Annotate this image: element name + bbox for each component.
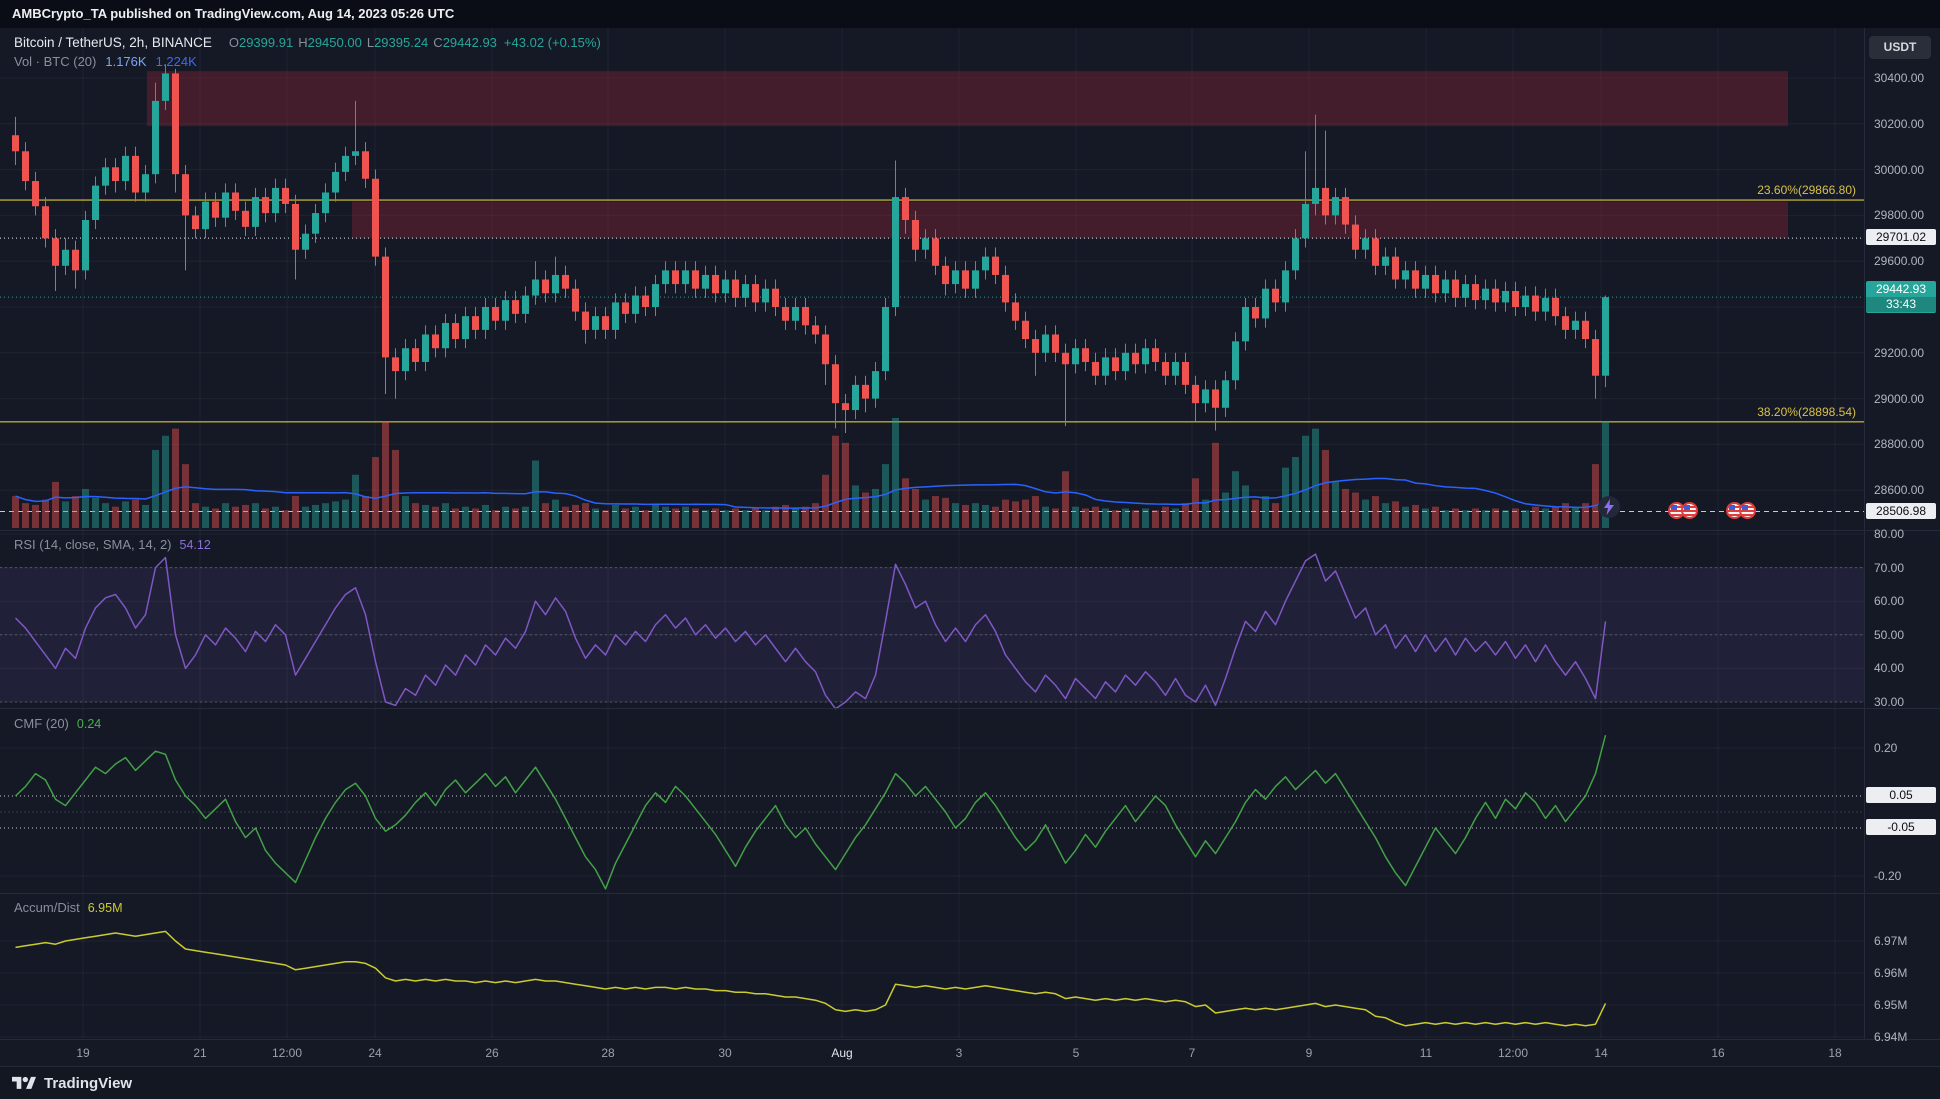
axis-label: 40.00 — [1874, 661, 1905, 676]
attribution-text: AMBCrypto_TA published on TradingView.co… — [12, 6, 455, 21]
symbol-legend-row: Bitcoin / TetherUS, 2h, BINANCE O29399.91… — [14, 33, 601, 52]
axis-label: 6.95M — [1874, 998, 1908, 1012]
level-29701-badge: 29701.02 — [1866, 229, 1936, 246]
cmf-legend-label[interactable]: CMF (20) — [14, 716, 69, 731]
volume-legend-label[interactable]: Vol · BTC (20) — [14, 54, 97, 69]
time-axis-label: 18 — [1828, 1046, 1842, 1060]
axis-label: 6.97M — [1874, 934, 1908, 948]
axis-label: 29600.00 — [1874, 254, 1925, 269]
lightning-icon[interactable] — [1598, 496, 1620, 518]
pane-divider[interactable] — [0, 708, 1940, 709]
time-axis-label: 14 — [1594, 1046, 1608, 1060]
main-legend[interactable]: Bitcoin / TetherUS, 2h, BINANCE O29399.91… — [14, 33, 601, 71]
time-axis[interactable]: 19 21 12:00 24 26 28 30 Aug 3 5 7 9 11 12:00 14 16 18 — [0, 1039, 1940, 1066]
tradingview-logo-icon[interactable] — [12, 1074, 36, 1093]
last-price-badge: 29442.93 33:43 — [1866, 281, 1936, 314]
rsi-value: 54.12 — [179, 538, 211, 552]
axis-label: 28600.00 — [1874, 483, 1925, 498]
pane-divider[interactable] — [0, 530, 1940, 531]
axis-label: -0.20 — [1874, 869, 1902, 883]
pane-divider[interactable] — [0, 893, 1940, 894]
accum-dist-plot — [15, 930, 1607, 1027]
time-axis-label: 12:00 — [271, 1046, 303, 1060]
time-axis-label: 11 — [1419, 1046, 1433, 1060]
axis-label: 28800.00 — [1874, 437, 1925, 452]
axis-label: 0.20 — [1874, 741, 1898, 755]
time-axis-label: Aug — [831, 1046, 853, 1060]
economic-event-icons[interactable] — [1726, 502, 1756, 519]
rsi-legend-label[interactable]: RSI (14, close, SMA, 14, 2) — [14, 537, 172, 552]
supply-zones — [147, 71, 1788, 239]
time-axis-label: 26 — [485, 1046, 499, 1060]
rsi-legend[interactable]: RSI (14, close, SMA, 14, 2) 54.12 — [14, 537, 211, 552]
time-axis-label: 24 — [368, 1046, 382, 1060]
accum-dist-legend[interactable]: Accum/Dist 6.95M — [14, 900, 122, 915]
economic-event-icons[interactable] — [1668, 502, 1698, 519]
volume-bars — [12, 418, 1609, 528]
time-axis-label: 19 — [76, 1046, 90, 1060]
last-price-value: 29442.93 — [1875, 282, 1927, 297]
time-axis-label: 12:00 — [1497, 1046, 1529, 1060]
close-label: C — [433, 35, 443, 50]
time-axis-label: 9 — [1305, 1046, 1313, 1060]
high-value: 29450.00 — [307, 35, 362, 50]
axis-label: 29800.00 — [1874, 208, 1925, 223]
event-flag-icon[interactable] — [1681, 502, 1698, 519]
change-value: +43.02 (+0.15%) — [503, 35, 601, 50]
chart-canvas[interactable] — [0, 28, 1864, 1038]
cmf-value: 0.24 — [76, 717, 102, 731]
chart-region[interactable]: Bitcoin / TetherUS, 2h, BINANCE O29399.91… — [0, 0, 1940, 1066]
price-lines — [0, 199, 1864, 513]
axis-label: 50.00 — [1874, 627, 1905, 642]
grid-lines — [0, 28, 1864, 1038]
axis-label: 6.96M — [1874, 966, 1908, 980]
axis-label: 29200.00 — [1874, 345, 1925, 360]
candles — [12, 64, 1609, 433]
attribution-bar: AMBCrypto_TA published on TradingView.co… — [0, 0, 1940, 28]
cmf-plot — [0, 735, 1864, 890]
footer-bar: TradingView — [0, 1066, 1940, 1099]
accum-dist-value: 6.95M — [87, 901, 123, 915]
bar-countdown: 33:43 — [1866, 297, 1936, 313]
axis-label: 30000.00 — [1874, 162, 1925, 177]
low-value: 29395.24 — [374, 35, 429, 50]
cmf-upper-level-badge: 0.05 — [1866, 787, 1936, 803]
time-axis-label: 5 — [1072, 1046, 1080, 1060]
time-axis-label: 21 — [193, 1046, 207, 1060]
accum-dist-legend-label[interactable]: Accum/Dist — [14, 900, 80, 915]
axis-label: 80.00 — [1874, 527, 1905, 541]
axis-label: 60.00 — [1874, 594, 1905, 609]
axis-label: 30400.00 — [1874, 71, 1925, 85]
high-label: H — [298, 35, 308, 50]
rsi-plot — [0, 553, 1864, 710]
low-label: L — [366, 35, 375, 50]
tradingview-wordmark[interactable]: TradingView — [44, 1074, 133, 1092]
fib-236-label[interactable]: 23.60%(29866.80) — [1757, 183, 1856, 198]
time-axis-label: 28 — [601, 1046, 615, 1060]
time-axis-label: 7 — [1188, 1046, 1196, 1060]
volume-ma-value: 1.224K — [155, 54, 197, 69]
axis-label: 6.94M — [1874, 1030, 1908, 1044]
fib-382-label[interactable]: 38.20%(28898.54) — [1757, 404, 1856, 419]
time-axis-label: 3 — [955, 1046, 963, 1060]
time-axis-label: 30 — [718, 1046, 732, 1060]
axis-label: 30.00 — [1874, 695, 1905, 709]
volume-value: 1.176K — [105, 54, 147, 69]
symbol-title[interactable]: Bitcoin / TetherUS, 2h, BINANCE — [14, 35, 212, 50]
close-value: 29442.93 — [442, 35, 497, 50]
axis-label: 30200.00 — [1874, 116, 1925, 131]
level-28507-badge: 28506.98 — [1866, 502, 1936, 519]
time-axis-label: 16 — [1711, 1046, 1725, 1060]
axis-label: 29000.00 — [1874, 391, 1925, 406]
volume-legend-row: Vol · BTC (20) 1.176K 1.224K — [14, 52, 601, 71]
open-value: 29399.91 — [238, 35, 294, 50]
open-label: O — [228, 35, 239, 50]
currency-toggle-button[interactable]: USDT — [1869, 36, 1931, 59]
cmf-legend[interactable]: CMF (20) 0.24 — [14, 716, 101, 731]
axis-divider — [1864, 28, 1865, 1066]
cmf-lower-level-badge: -0.05 — [1866, 819, 1936, 835]
event-flag-icon[interactable] — [1739, 502, 1756, 519]
axis-label: 70.00 — [1874, 560, 1905, 575]
